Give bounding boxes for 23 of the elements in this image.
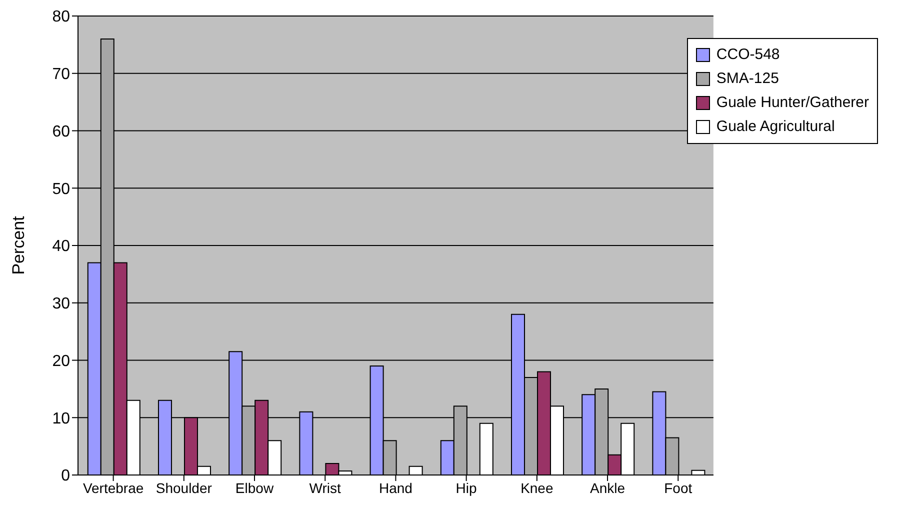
y-tick-label: 60 [52, 123, 70, 140]
x-tick-label: Wrist [309, 480, 342, 496]
y-axis-title: Percent [9, 216, 28, 275]
x-tick-label: Ankle [590, 480, 626, 496]
y-tick-label: 30 [52, 296, 70, 313]
x-tick-label: Elbow [235, 480, 274, 496]
legend-label: CCO-548 [716, 45, 780, 65]
y-tick-label: 40 [52, 238, 70, 256]
legend-label: Guale Agricultural [716, 117, 835, 137]
legend-label: SMA-125 [716, 69, 779, 89]
legend-label: Guale Hunter/Gatherer [716, 93, 869, 113]
y-tick-label: 0 [61, 468, 70, 485]
x-tick-label: Knee [520, 480, 554, 496]
x-tick-label: Shoulder [156, 480, 212, 496]
y-tick-label: 80 [52, 8, 70, 26]
x-tick-label: Foot [664, 480, 692, 496]
x-tick-label: Vertebrae [82, 480, 144, 496]
x-tick-label: Hip [456, 480, 478, 496]
y-tick-label: 50 [52, 180, 70, 198]
y-tick-label: 20 [52, 352, 70, 370]
y-tick-label: 10 [52, 410, 70, 428]
y-tick-label: 70 [52, 66, 70, 84]
x-tick-label: Hand [378, 480, 412, 496]
